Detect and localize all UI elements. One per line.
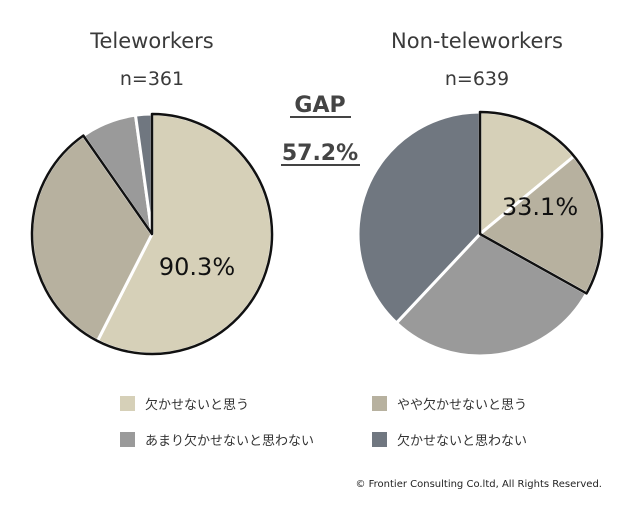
- pie-slice-3: [356, 110, 482, 326]
- pie-slice-2: [394, 232, 589, 358]
- legend-swatch-0: [120, 396, 135, 411]
- legend-label-3: 欠かせないと思わない: [397, 433, 527, 449]
- right-chart-n: n=639: [445, 68, 509, 90]
- legend-swatch-3: [372, 432, 387, 447]
- copyright-notice: © Frontier Consulting Co.ltd, All Rights…: [355, 479, 602, 490]
- right-chart-title: Non-teleworkers: [391, 29, 563, 53]
- left-pie-highlight-label: 90.3%: [159, 253, 235, 281]
- gap-label: GAP: [294, 93, 345, 118]
- left-chart-n: n=361: [120, 68, 184, 90]
- left-chart-title: Teleworkers: [89, 29, 214, 53]
- right-pie-highlight-label: 33.1%: [502, 193, 578, 221]
- gap-value: 57.2%: [282, 141, 358, 166]
- legend-label-0: 欠かせないと思う: [145, 397, 249, 413]
- left-pie: [30, 112, 274, 356]
- legend-swatch-1: [372, 396, 387, 411]
- legend-label-2: あまり欠かせないと思わない: [145, 433, 314, 449]
- right-pie: [356, 110, 604, 358]
- legend-swatch-2: [120, 432, 135, 447]
- highlight-outline: [30, 112, 274, 356]
- legend-label-1: やや欠かせないと思う: [397, 397, 527, 413]
- legend: 欠かせないと思う やや欠かせないと思う あまり欠かせないと思わない 欠かせないと…: [120, 396, 527, 449]
- highlight-outline: [478, 110, 604, 295]
